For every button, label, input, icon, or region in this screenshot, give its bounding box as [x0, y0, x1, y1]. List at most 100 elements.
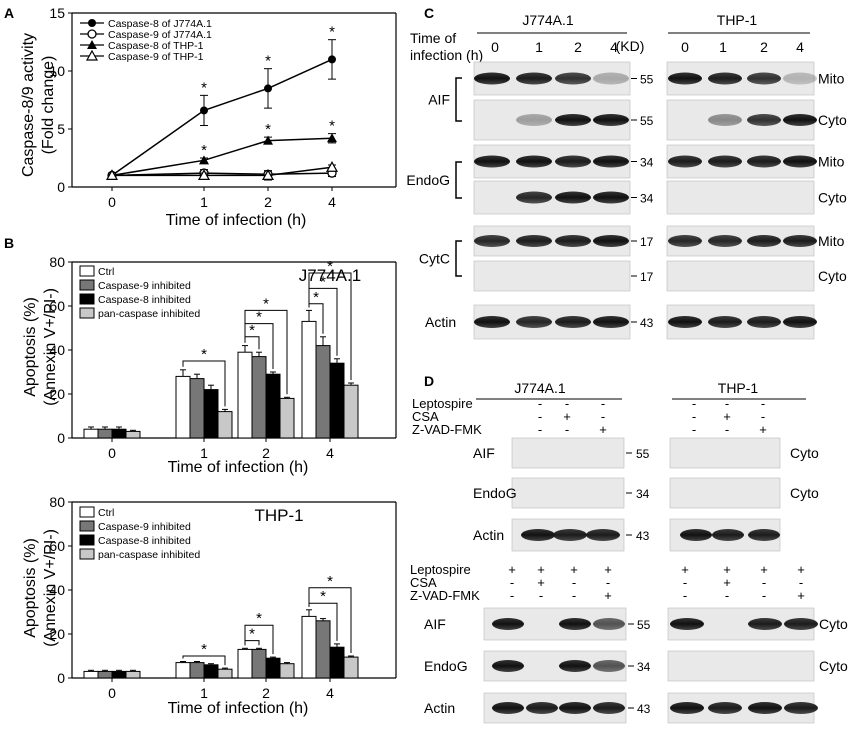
panel-b-bar	[237, 351, 253, 439]
panel-c-band	[593, 114, 629, 126]
panel-a-series	[105, 161, 339, 181]
panel-a-ytick-label: 15	[49, 5, 65, 21]
panel-c-fraction-label: Mito	[818, 154, 845, 170]
panel-c-band	[783, 114, 817, 126]
panel-d-treatment-sign: -	[761, 409, 765, 424]
panel-d-treatment-sign: +	[759, 422, 767, 437]
panel-d-treatment-sign: -	[692, 409, 696, 424]
panel-c-marker-label: 43	[640, 316, 654, 330]
panel-d-blots: J774A.1 THP-1 Leptospire - -- -- -CSA - -+ +- -Z…	[410, 380, 848, 724]
panel-d-band	[680, 529, 712, 541]
panel-d-membrane-thp1	[669, 437, 781, 469]
panel-a-marker	[87, 29, 97, 39]
panel-a-xlabel: Time of infection (h)	[166, 212, 307, 229]
panel-b-bar	[217, 668, 233, 679]
panel-d-treatment-sign: -	[725, 422, 729, 437]
panel-c-protein-label: EndoG	[406, 172, 450, 188]
panel-b-xtick-label: 1	[200, 685, 208, 701]
panel-a-xtick-label: 1	[200, 194, 208, 210]
panel-d-marker-label: 43	[636, 529, 650, 543]
panel-a-ylabel-line2: (Fold change)	[40, 56, 57, 155]
panel-b-significance-star: *	[327, 258, 333, 275]
panel-c-time-j774: 4	[610, 39, 618, 55]
panel-b-legend-swatch	[79, 506, 95, 518]
panel-b-significance-star: *	[201, 641, 207, 658]
panel-a-ytick-label: 10	[49, 63, 65, 79]
panel-b-xtick-label: 2	[262, 445, 270, 461]
panel-b-significance-bracket	[244, 624, 274, 655]
panel-b-bar	[83, 428, 99, 439]
panel-a-xtick-label: 2	[264, 194, 272, 210]
panel-b-legend-entry: Ctrl	[98, 507, 114, 519]
panel-c-band	[555, 316, 591, 328]
panel-d-treatment-sign: -	[601, 409, 605, 424]
panel-a-marker	[88, 19, 96, 27]
panel-b-bar	[265, 373, 281, 439]
panel-a-marker	[105, 169, 119, 180]
panel-c-bracket	[455, 161, 462, 199]
panel-a-ytick-label: 0	[57, 179, 65, 195]
panel-b-bar	[97, 670, 113, 679]
panel-c-fraction-label: Mito	[818, 71, 845, 87]
panel-d-blot-area: Leptospire - -- -- -CSA - -+ +- -Z-VAD-FMK - -- -+ +…	[410, 396, 848, 724]
panel-d-band	[670, 618, 704, 630]
panel-d-protein-label: Actin	[424, 700, 455, 716]
panel-c-marker-label: 55	[640, 73, 654, 87]
panel-a-legend-entry: Caspase-9 of THP-1	[108, 51, 204, 63]
panel-b-significance-bracket	[244, 309, 288, 395]
panel-d-marker-label: 55	[636, 447, 650, 461]
panel-a-legend-entry: Caspase-8 of J774A.1	[108, 18, 212, 30]
panel-d-band	[593, 618, 625, 630]
panel-b-bar	[189, 378, 205, 439]
panel-c-band	[516, 316, 552, 328]
panel-d-treatment-sign: -	[725, 396, 729, 411]
panel-c-band	[516, 114, 552, 126]
panel-d-treatment-sign: +	[604, 562, 612, 577]
panel-d-treatment-label-bottom: CSA	[410, 575, 437, 590]
panel-b-bottom-xlabel: Time of infection (h)	[168, 700, 309, 717]
panel-b-bar	[189, 662, 205, 679]
panel-d-membrane-thp1	[669, 477, 781, 509]
panel-b-bar	[343, 384, 359, 439]
panel-b-ytick-label: 0	[57, 670, 65, 686]
panel-b-ytick-label: 60	[49, 298, 65, 314]
panel-a-marker	[264, 84, 272, 93]
panel-c-band	[668, 235, 702, 247]
panel-b-legend-entry: pan-caspase inhibited	[98, 308, 200, 320]
panel-c-band	[783, 235, 817, 247]
panel-c-membrane-thp1	[666, 180, 815, 215]
panel-b-legend-swatch	[79, 279, 95, 291]
panel-c-blots: J774A.1 THP-1 Time of infection (h) (KD)…	[406, 12, 847, 340]
panel-c-band	[708, 235, 742, 247]
panel-c-protein-label: Actin	[425, 314, 456, 330]
panel-b-bottom-title: THP-1	[254, 506, 303, 525]
panel-c-time-thp1: 4	[796, 39, 804, 55]
panel-c-band	[474, 72, 510, 85]
panel-c-label: C	[424, 5, 434, 21]
panel-a-significance-star: *	[201, 142, 207, 159]
panel-b-bar	[251, 648, 267, 679]
panel-b-significance-star: *	[320, 588, 326, 605]
panel-b-legend-entry: Caspase-8 inhibited	[98, 294, 191, 306]
panel-c-bracket	[455, 240, 462, 277]
panel-b-bar	[251, 356, 267, 439]
panel-c-band	[555, 114, 591, 126]
panel-c-band	[783, 316, 817, 328]
panel-d-band	[748, 618, 782, 630]
panel-d-protein-label: Actin	[473, 527, 504, 543]
panel-c-band	[593, 316, 629, 328]
panel-c-time-j774: 2	[574, 39, 582, 55]
panel-d-treatment-sign: +	[723, 409, 731, 424]
panel-b-significance-bracket	[308, 272, 352, 380]
panel-b-bar	[265, 657, 281, 679]
panel-c-band	[668, 316, 702, 328]
panel-c-cellline-j774: J774A.1	[522, 12, 574, 28]
panel-a-significance-star: *	[265, 121, 271, 138]
panel-c-time-j774: 0	[491, 39, 499, 55]
panel-b-xtick-label: 0	[108, 445, 116, 461]
panel-d-treatment-sign: +	[681, 562, 689, 577]
panel-d-band	[492, 660, 524, 672]
panel-d-band	[559, 702, 591, 714]
